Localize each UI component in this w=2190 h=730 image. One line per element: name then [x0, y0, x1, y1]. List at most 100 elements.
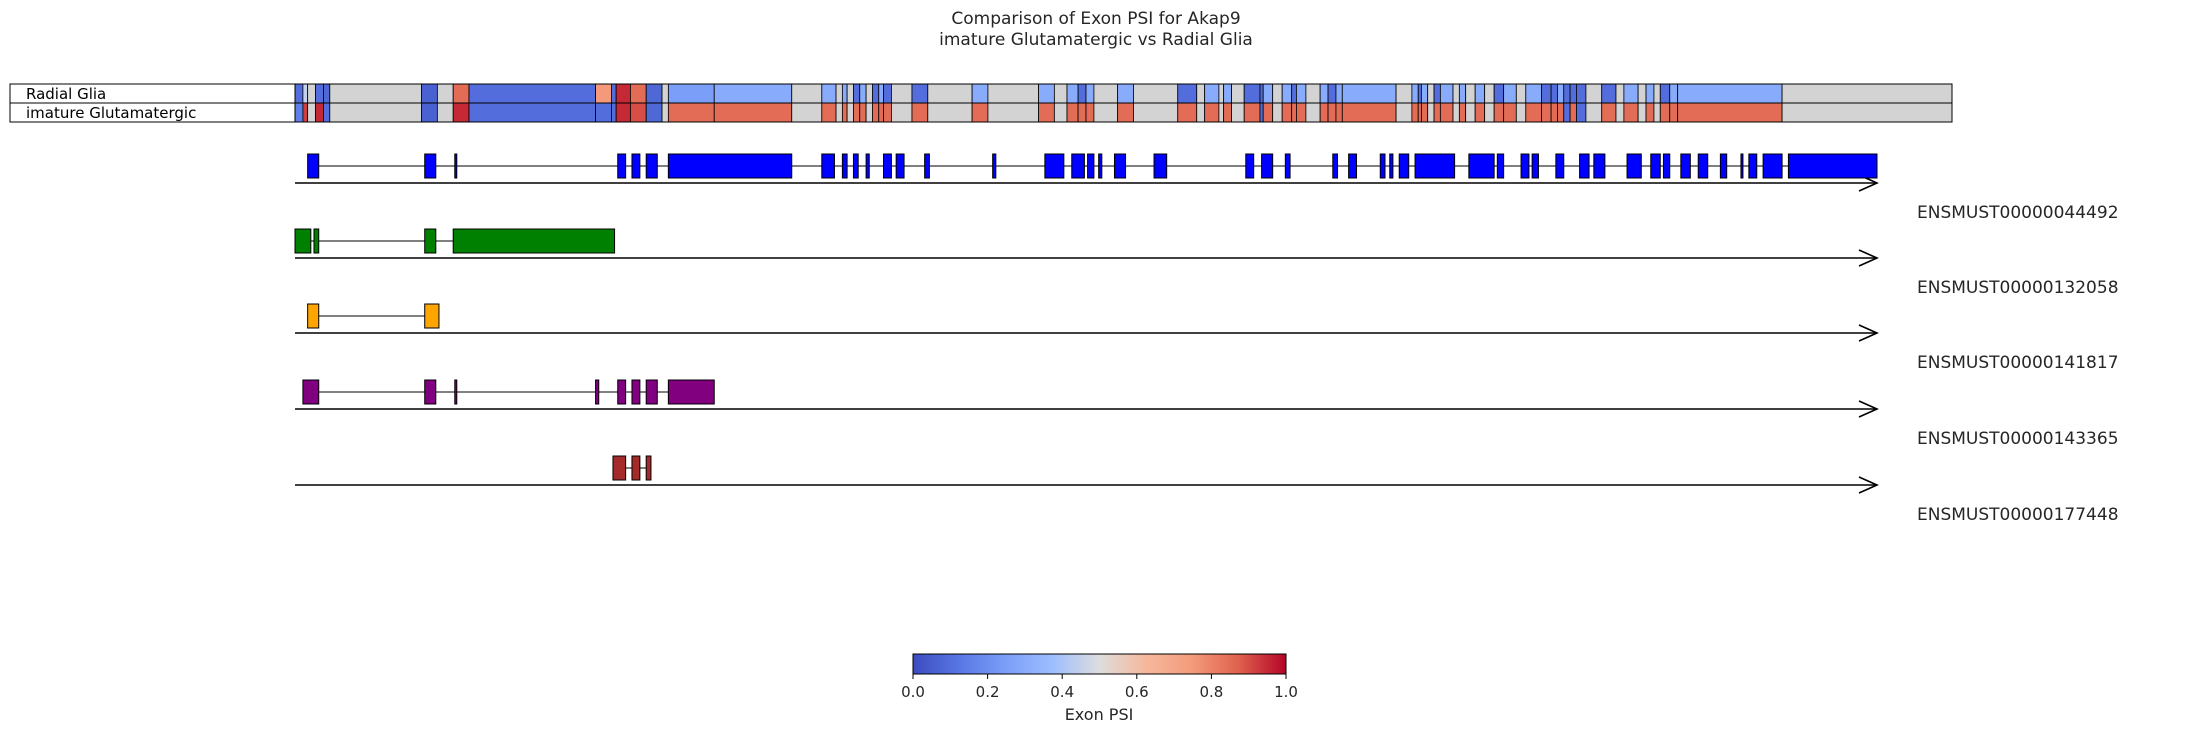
psi-cell	[1411, 102, 1419, 123]
psi-cell	[1503, 83, 1517, 104]
psi-cell	[1557, 83, 1565, 104]
transcript-track: ENSMUST00000044492	[295, 153, 2119, 223]
psi-cell	[1133, 83, 1179, 104]
colorbar-tick-label: 1.0	[1274, 683, 1298, 701]
exon	[1098, 153, 1103, 179]
exon	[313, 228, 320, 254]
psi-cell	[1177, 102, 1198, 123]
psi-cell	[1669, 102, 1679, 123]
psi-cell	[1341, 102, 1397, 123]
psi-cell	[1204, 83, 1220, 104]
psi-cell	[611, 102, 617, 123]
exon	[294, 228, 312, 254]
exon	[1379, 153, 1386, 179]
psi-cell	[1615, 83, 1625, 104]
psi-cell	[1262, 83, 1274, 104]
psi-cell	[1525, 102, 1543, 123]
psi-cell	[1452, 83, 1460, 104]
psi-cell	[987, 102, 1039, 123]
psi-cell	[294, 83, 304, 104]
psi-cell	[1569, 83, 1577, 104]
exon	[924, 153, 930, 179]
psi-cell	[1484, 83, 1495, 104]
transcript-id-label: ENSMUST00000044492	[1917, 203, 2119, 223]
psi-cell	[846, 102, 854, 123]
psi-cell	[1335, 83, 1343, 104]
exon	[307, 153, 320, 179]
psi-cell	[436, 102, 454, 123]
psi-cell	[1038, 102, 1055, 123]
exon	[1348, 153, 1358, 179]
psi-cell	[1645, 102, 1655, 123]
exon	[302, 379, 320, 405]
psi-cell	[1053, 83, 1068, 104]
exon	[424, 303, 440, 329]
psi-cell	[1038, 83, 1055, 104]
psi-cell	[1653, 83, 1661, 104]
psi-cell	[1196, 83, 1206, 104]
exon	[852, 153, 859, 179]
exon	[1662, 153, 1671, 179]
psi-cell	[1563, 102, 1571, 123]
psi-cell	[1541, 83, 1552, 104]
psi-cell	[1585, 102, 1603, 123]
exon	[645, 379, 658, 405]
psi-cell	[629, 102, 647, 123]
psi-cell	[645, 102, 663, 123]
psi-cell	[645, 83, 663, 104]
psi-cell	[1395, 83, 1413, 104]
psi-cell	[667, 102, 715, 123]
psi-cell	[1484, 102, 1495, 123]
psi-cell	[883, 83, 892, 104]
psi-cell	[1305, 102, 1321, 123]
psi-cell	[1557, 102, 1565, 123]
transcript-id-label: ENSMUST00000177448	[1917, 505, 2119, 525]
psi-cell	[1550, 83, 1558, 104]
psi-cell	[1196, 102, 1206, 123]
psi-cell	[1503, 102, 1517, 123]
psi-cell	[468, 83, 596, 104]
psi-cell	[1601, 102, 1617, 123]
psi-cell	[1659, 83, 1671, 104]
psi-cell	[853, 83, 861, 104]
psi-cell	[629, 83, 647, 104]
psi-cell	[436, 83, 454, 104]
exon	[1531, 153, 1539, 179]
exon	[1740, 153, 1744, 179]
psi-cell	[1420, 83, 1429, 104]
psi-cell	[1439, 102, 1454, 123]
transcript-id-label: ENSMUST00000143365	[1917, 429, 2119, 449]
exon	[1593, 153, 1606, 179]
psi-cell	[1296, 83, 1307, 104]
exon	[1680, 153, 1691, 179]
psi-cell	[878, 102, 884, 123]
psi-cell	[1117, 83, 1134, 104]
exon	[1719, 153, 1728, 179]
exon	[992, 153, 997, 179]
psi-cell	[1281, 102, 1293, 123]
colorbar: 0.0 0.2 0.4 0.6 0.8 1.0 Exon PSI	[901, 653, 1298, 724]
psi-cell	[1231, 102, 1245, 123]
exon	[1113, 153, 1127, 179]
exon	[1520, 153, 1530, 179]
psi-cell	[323, 83, 331, 104]
transcript-track: ENSMUST00000132058	[294, 228, 2119, 298]
psi-cell	[661, 102, 669, 123]
psi-cell	[615, 102, 631, 123]
psi-cell	[846, 83, 854, 104]
condition-label: imature Glutamatergic	[26, 104, 196, 122]
psi-cell	[1659, 102, 1671, 123]
psi-cell	[1335, 102, 1343, 123]
psi-cell	[1259, 83, 1264, 104]
psi-cell	[1474, 102, 1486, 123]
psi-cell	[713, 83, 793, 104]
psi-cell	[452, 83, 470, 104]
psi-cell	[841, 83, 848, 104]
transcript-id-label: ENSMUST00000141817	[1917, 353, 2119, 373]
psi-cell	[927, 83, 973, 104]
exon	[617, 153, 627, 179]
psi-cell	[821, 102, 837, 123]
psi-cell	[1427, 102, 1435, 123]
exon	[1332, 153, 1339, 179]
